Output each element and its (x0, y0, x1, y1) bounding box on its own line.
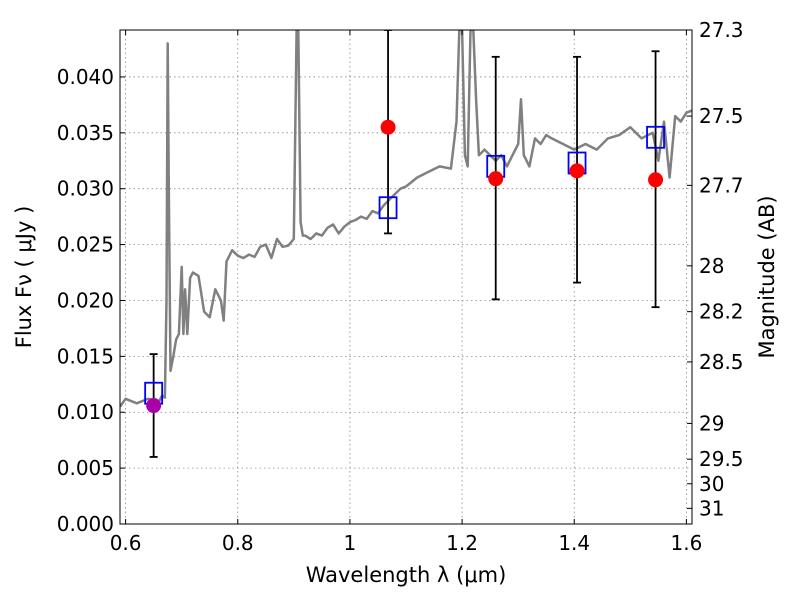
magnitude-tick-label: 29.5 (699, 447, 744, 471)
y-axis-label: Flux Fν ( μJy ) (12, 206, 36, 349)
observed-flux-point (648, 172, 664, 188)
y-tick-label: 0.005 (57, 456, 114, 480)
magnitude-tick-label: 27.7 (699, 173, 744, 197)
magnitude-tick-label: 30 (699, 472, 724, 496)
magnitude-tick-label: 28.5 (699, 350, 744, 374)
magnitude-tick-label: 27.3 (699, 18, 744, 42)
x-tick-label: 0.6 (110, 531, 142, 555)
magnitude-tick-label: 27.5 (699, 104, 744, 128)
x-tick-label: 0.8 (222, 531, 254, 555)
magnitude-tick-label: 31 (699, 496, 724, 520)
x-tick-label: 1 (344, 531, 357, 555)
right-axis-label: Magnitude (AB) (755, 195, 779, 358)
plot-frame (119, 29, 693, 525)
x-axis-label: Wavelength λ (μm) (306, 563, 507, 587)
y-tick-label: 0.000 (57, 512, 114, 536)
observed-flux-point (569, 163, 585, 179)
magnitude-tick-label: 29 (699, 411, 724, 435)
model-band-square (378, 196, 398, 220)
y-tick-label: 0.020 (57, 288, 114, 312)
axis-ticks: 0.6 0.8 1 1.2 1.4 1.6 0.000 0.005 0.010 0.015 0.02… (57, 18, 744, 555)
y-tick-label: 0.010 (57, 400, 114, 424)
observed-flux-point (380, 119, 396, 135)
x-tick-label: 1.6 (670, 531, 702, 555)
y-tick-label: 0.015 (57, 344, 114, 368)
x-tick-label: 1.4 (558, 531, 590, 555)
magnitude-tick-label: 28.2 (699, 300, 744, 324)
y-tick-label: 0.040 (57, 65, 114, 89)
model-band-square (646, 125, 665, 149)
y-tick-label: 0.030 (57, 177, 114, 201)
magnitude-tick-label: 28 (699, 254, 724, 278)
observed-flux-point (488, 171, 504, 187)
plot-area (120, 30, 692, 458)
x-tick-label: 1.2 (446, 531, 478, 555)
model-sed-line (120, 30, 692, 408)
observed-flux-point (146, 398, 162, 414)
y-tick-label: 0.035 (57, 121, 114, 145)
y-tick-label: 0.025 (57, 233, 114, 257)
